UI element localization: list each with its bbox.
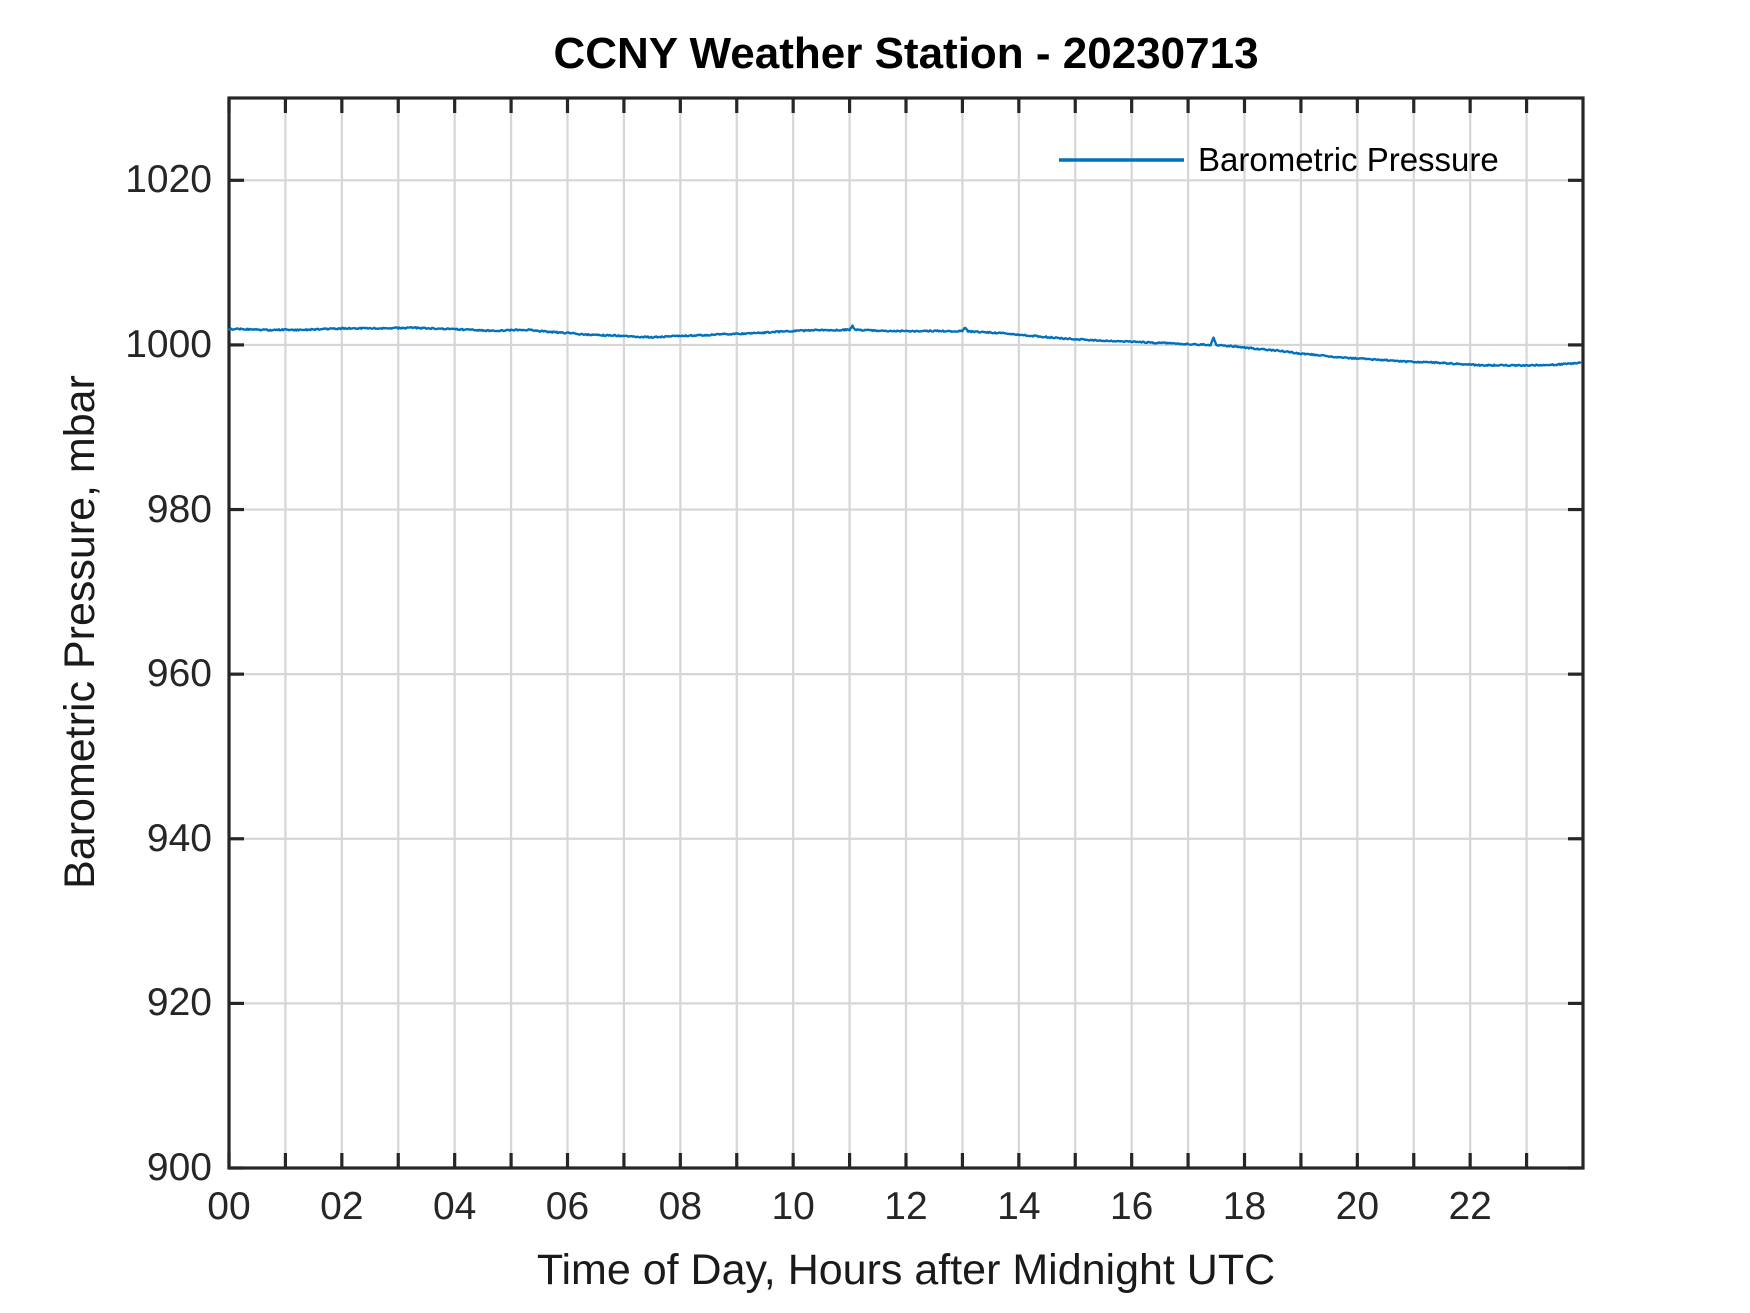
axis-box <box>227 96 1585 1170</box>
x-tick-label: 04 <box>432 1185 477 1228</box>
y-tick-label: 960 <box>146 652 212 696</box>
x-tick-label: 18 <box>1222 1185 1267 1228</box>
y-axis-label: Barometric Pressure, mbar <box>56 375 104 889</box>
axis-ticks <box>227 98 1583 1170</box>
x-tick-label: 10 <box>771 1185 815 1228</box>
x-tick-label: 08 <box>658 1185 703 1228</box>
x-tick-label: 16 <box>1109 1185 1154 1228</box>
y-tick-label: 920 <box>146 981 212 1025</box>
y-tick-label: 1020 <box>125 158 212 202</box>
chart-title: CCNY Weather Station - 20230713 <box>553 29 1259 78</box>
x-tick-label: 22 <box>1448 1185 1492 1228</box>
x-tick-label: 06 <box>545 1185 590 1228</box>
y-tick-label: 900 <box>146 1146 212 1189</box>
y-tick-label: 980 <box>146 487 212 531</box>
x-tick-label: 20 <box>1335 1185 1380 1228</box>
pressure-line <box>227 324 1582 368</box>
legend-label: Barometric Pressure <box>1198 141 1499 178</box>
x-tick-label: 12 <box>884 1185 928 1228</box>
y-tick-label: 940 <box>146 816 212 860</box>
x-axis-label: Time of Day, Hours after Midnight UTC <box>536 1246 1276 1294</box>
x-tick-label: 14 <box>997 1185 1041 1228</box>
x-tick-label: 00 <box>207 1185 251 1228</box>
y-tick-label: 1000 <box>125 322 212 366</box>
x-tick-label: 02 <box>320 1185 364 1228</box>
grid <box>229 98 1583 1168</box>
